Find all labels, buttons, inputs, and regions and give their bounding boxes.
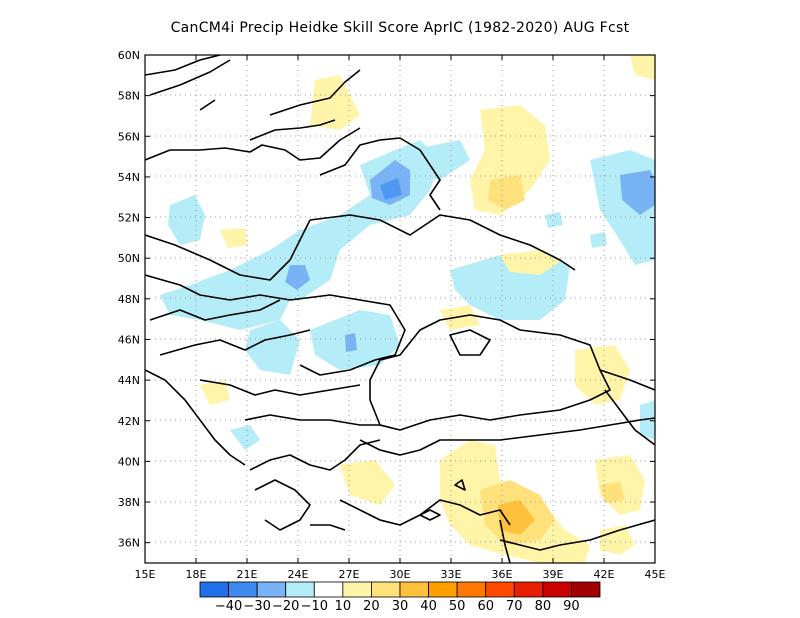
colorbar-label: −10 [301, 599, 328, 614]
colorbar-label: 90 [563, 599, 580, 614]
skill-patch [380, 178, 402, 200]
skill-field [160, 55, 655, 563]
lon-tick-label: 21E [237, 568, 258, 581]
skill-patch [285, 265, 310, 290]
skill-patch [200, 380, 230, 405]
colorbar-swatch [456, 581, 487, 598]
lon-tick-label: 33E [441, 568, 462, 581]
skill-patch [500, 250, 560, 275]
skill-patch [310, 75, 360, 130]
skill-patch [340, 460, 395, 505]
skill-patch [168, 195, 205, 245]
lon-tick-label: 30E [390, 568, 411, 581]
lat-tick-label: 36N [118, 537, 140, 550]
colorbar-label: 60 [477, 599, 494, 614]
skill-patch [220, 228, 248, 248]
colorbar: −40 −30 −20 −10 10 20 30 40 50 60 70 80 90 [199, 581, 601, 614]
skill-patch [600, 525, 635, 555]
lat-tick-label: 54N [118, 171, 140, 184]
skill-patch [488, 175, 525, 210]
lat-axis: 36N 38N 40N 42N 44N 46N 48N 50N 52N 54N 56N 58N 60N [118, 49, 655, 550]
skill-patch [640, 400, 655, 440]
skill-patch [440, 305, 480, 330]
coastlines-borders [145, 55, 655, 563]
lat-tick-label: 46N [118, 333, 140, 346]
skill-patch [345, 333, 357, 352]
lon-tick-label: 36E [492, 568, 513, 581]
skill-patch [230, 140, 440, 300]
colorbar-swatch [342, 581, 372, 598]
lat-tick-label: 60N [118, 49, 140, 62]
colorbar-swatch [571, 581, 601, 598]
colorbar-swatch [285, 581, 315, 598]
skill-patch [620, 170, 655, 215]
colorbar-swatch [256, 581, 287, 598]
skill-patch [230, 425, 260, 450]
colorbar-swatch [313, 581, 344, 598]
lat-tick-label: 38N [118, 496, 140, 509]
colorbar-swatch [199, 581, 229, 598]
lat-tick-label: 56N [118, 130, 140, 143]
colorbar-swatch [485, 581, 515, 598]
colorbar-swatch [513, 581, 544, 598]
lat-tick-label: 48N [118, 293, 140, 306]
skill-patch [630, 55, 655, 80]
skill-patch [590, 232, 607, 248]
colorbar-swatch [428, 581, 458, 598]
lat-tick-label: 42N [118, 415, 140, 428]
lon-tick-label: 45E [645, 568, 666, 581]
colorbar-label: 50 [449, 599, 466, 614]
lon-tick-label: 42E [594, 568, 615, 581]
skill-patch [498, 500, 535, 535]
lon-tick-label: 18E [186, 568, 207, 581]
colorbar-label: 30 [392, 599, 409, 614]
skill-patch [600, 482, 625, 503]
lat-tick-label: 52N [118, 212, 140, 225]
lon-tick-label: 24E [288, 568, 309, 581]
skill-patch [410, 140, 470, 180]
lon-axis: 15E 18E 21E 24E 27E 30E 33E 36E 39E 42E 45E [135, 55, 666, 581]
colorbar-label: 20 [363, 599, 380, 614]
lon-tick-label: 39E [543, 568, 564, 581]
colorbar-swatch [228, 581, 258, 598]
skill-patch [545, 212, 563, 228]
colorbar-label: 40 [420, 599, 437, 614]
graticule [145, 55, 655, 563]
lon-tick-label: 27E [339, 568, 360, 581]
lat-tick-label: 44N [118, 374, 140, 387]
colorbar-label: −20 [272, 599, 299, 614]
colorbar-label: −30 [243, 599, 270, 614]
colorbar-label: 70 [506, 599, 523, 614]
colorbar-label: 10 [335, 599, 352, 614]
chart-title: CanCM4i Precip Heidke Skill Score AprIC … [170, 20, 630, 36]
skill-patch [245, 320, 300, 375]
colorbar-swatch [542, 581, 572, 598]
colorbar-swatch [371, 581, 401, 598]
lat-tick-label: 58N [118, 90, 140, 103]
lat-tick-label: 50N [118, 252, 140, 265]
colorbar-label: 80 [535, 599, 552, 614]
lon-tick-label: 15E [135, 568, 156, 581]
colorbar-swatch [399, 581, 429, 598]
colorbar-label: −40 [215, 599, 242, 614]
lat-tick-label: 40N [118, 455, 140, 468]
